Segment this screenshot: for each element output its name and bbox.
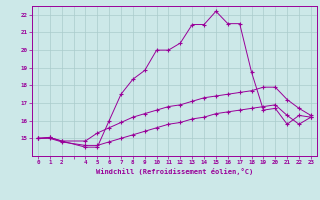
X-axis label: Windchill (Refroidissement éolien,°C): Windchill (Refroidissement éolien,°C)	[96, 168, 253, 175]
